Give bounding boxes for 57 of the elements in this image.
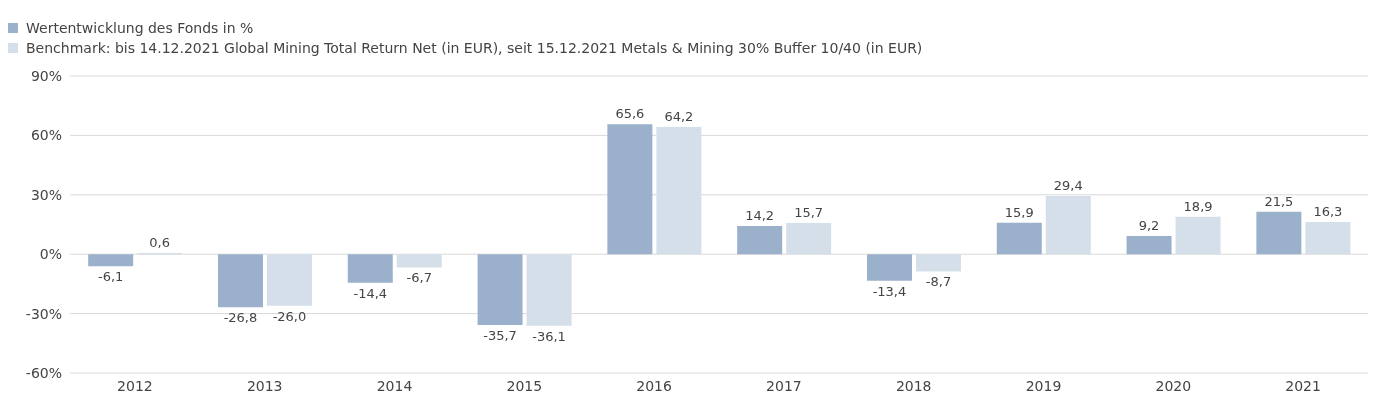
bar [996, 222, 1042, 255]
y-tick-label: -30% [25, 305, 62, 322]
legend-label: Benchmark: bis 14.12.2021 Global Mining Total Return Net (in EUR), seit 15.12.2021 Metals & Mining 30% Buffer 10/40 (in EUR) [26, 39, 923, 58]
bar [656, 127, 702, 255]
y-tick-label: 90% [30, 67, 62, 84]
x-tick-label: 2016 [636, 377, 672, 394]
y-tick-label: 30% [30, 186, 62, 203]
bar [786, 223, 832, 255]
data-label: -26,8 [223, 310, 258, 326]
x-tick-label: 2021 [1285, 377, 1321, 394]
y-tick-label: 60% [30, 127, 62, 144]
bar [396, 254, 442, 268]
data-label: -6,7 [406, 270, 432, 286]
bar [915, 254, 961, 272]
data-label: 64,2 [664, 109, 694, 125]
data-label: 9,2 [1138, 217, 1160, 233]
x-tick-label: 2019 [1025, 377, 1062, 394]
data-label: -8,7 [925, 274, 952, 290]
bar [1126, 235, 1172, 255]
data-label: 29,4 [1053, 177, 1083, 193]
bar [866, 254, 912, 281]
x-tick-label: 2017 [766, 377, 802, 394]
x-tick-label: 2013 [246, 377, 283, 394]
legend-label: Wertentwicklung des Fonds in % [26, 19, 254, 38]
bar [1175, 216, 1221, 255]
x-tick-label: 2015 [506, 377, 543, 394]
data-label: -26,0 [272, 308, 307, 324]
bar [737, 226, 783, 255]
bar [607, 124, 653, 255]
bar [347, 254, 393, 283]
bar [1305, 221, 1351, 255]
x-tick-label: 2020 [1155, 377, 1192, 394]
data-label: -14,4 [353, 285, 388, 301]
data-label: -6,1 [97, 269, 124, 285]
x-tick-label: 2012 [117, 377, 153, 394]
bar [477, 254, 523, 325]
data-label: 16,3 [1313, 203, 1343, 219]
x-tick-label: 2018 [895, 377, 932, 394]
data-label: 0,6 [149, 235, 171, 251]
data-label: -13,4 [872, 283, 907, 299]
data-label: -35,7 [483, 327, 517, 343]
bar [1256, 211, 1302, 255]
data-label: 65,6 [615, 106, 645, 122]
x-tick-label: 2014 [376, 377, 413, 394]
y-tick-label: 0% [39, 246, 62, 263]
bar [266, 254, 312, 306]
bar [526, 254, 572, 326]
data-label: 14,2 [745, 208, 775, 224]
data-label: 15,7 [794, 205, 824, 221]
data-label: 21,5 [1264, 193, 1294, 209]
y-tick-label: -60% [25, 364, 62, 381]
bar [88, 254, 134, 267]
bar [1045, 195, 1091, 255]
data-label: 18,9 [1183, 198, 1213, 214]
data-label: -36,1 [532, 328, 566, 344]
bar [217, 254, 263, 308]
data-label: 15,9 [1004, 204, 1034, 220]
